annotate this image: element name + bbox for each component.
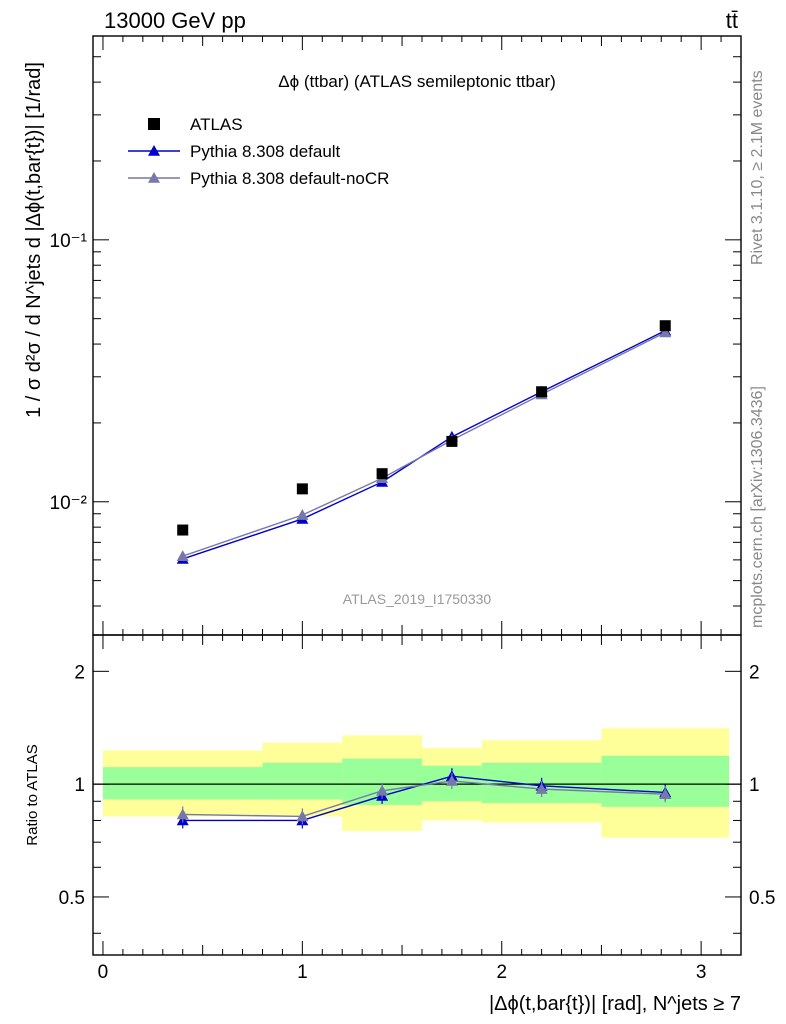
data-point (536, 386, 548, 398)
ratio-line (182, 780, 666, 818)
legend-label: ATLAS (190, 115, 243, 134)
ratio-ticks (93, 670, 741, 934)
ratio-bands (93, 728, 741, 838)
y-tick-label: 2 (74, 662, 85, 683)
ratio-y-axis-label: Ratio to ATLAS (24, 744, 41, 845)
watermark: ATLAS_2019_I1750330 (343, 591, 492, 607)
y-tick-label: 2 (749, 662, 760, 683)
ratio-panel: 0.5 0.5 1 1 2 2 0 1 2 3 Ratio to ATLAS |Δϕ(t,bar… (24, 634, 776, 1015)
main-y-axis-label: 1 / σ d²σ / d N^jets d |Δϕ(t,bar{t})| [1… (23, 62, 45, 418)
main-ticks (93, 36, 741, 955)
legend-marker (148, 172, 160, 183)
data-point (446, 435, 458, 447)
ratio-xtick-labels: 0 1 2 3 (98, 962, 707, 983)
legend-label: Pythia 8.308 default (190, 142, 341, 161)
y-tick-label: 0.5 (59, 888, 85, 909)
data-point (376, 468, 388, 480)
ratio-point (445, 774, 458, 786)
energy-label: 13000 GeV pp (104, 8, 246, 33)
y-tick-label: 1 (74, 775, 85, 796)
main-title: Δϕ (ttbar) (ATLAS semileptonic ttbar) (278, 72, 556, 91)
series-point (176, 550, 189, 561)
ratio-plot-frame (92, 634, 742, 956)
uncertainty-band-inner (102, 767, 263, 800)
ratio-point (296, 810, 309, 822)
ratio-point (176, 808, 189, 820)
legend-label: Pythia 8.308 default-noCR (190, 169, 389, 188)
ratio-marks (176, 768, 672, 829)
legend: ATLAS Pythia 8.308 default Pythia 8.308 de… (128, 115, 389, 188)
y-tick-label: 1 (749, 775, 760, 796)
ratio-point (535, 783, 548, 794)
ratio-point (376, 784, 389, 796)
series-point (659, 326, 672, 338)
ratio-ytick-labels: 0.5 0.5 1 1 2 2 (59, 662, 776, 909)
x-tick-label: 3 (696, 962, 707, 983)
main-marks (176, 320, 672, 564)
series-line (182, 330, 666, 560)
y-tick-label: 0.5 (749, 888, 775, 909)
main-ytick-labels: 10⁻² 10⁻¹ (50, 231, 88, 514)
data-point (296, 483, 308, 495)
x-tick-label: 2 (496, 962, 507, 983)
series-point (296, 509, 309, 520)
rivet-label: Rivet 3.1.10, ≥ 2.1M events (749, 70, 766, 265)
legend-marker (148, 145, 160, 156)
data-point (659, 320, 671, 332)
ratio-point (659, 788, 672, 800)
process-label: tt̄ (726, 8, 738, 33)
series-line (182, 331, 666, 557)
uncertainty-band-inner (262, 762, 343, 800)
mcplots-label: mcplots.cern.ch [arXiv:1306.3436] (749, 386, 766, 628)
y-tick-label: 10⁻² (50, 493, 88, 514)
x-tick-label: 0 (98, 962, 109, 983)
data-point (177, 524, 189, 536)
y-tick-label: 10⁻¹ (50, 231, 88, 252)
x-tick-label: 1 (297, 962, 308, 983)
x-axis-label: |Δϕ(t,bar{t})| [rad], N^jets ≥ 7 (489, 993, 741, 1015)
main-panel: Δϕ (ttbar) (ATLAS semileptonic ttbar) AT… (23, 35, 742, 955)
legend-marker (148, 118, 160, 130)
